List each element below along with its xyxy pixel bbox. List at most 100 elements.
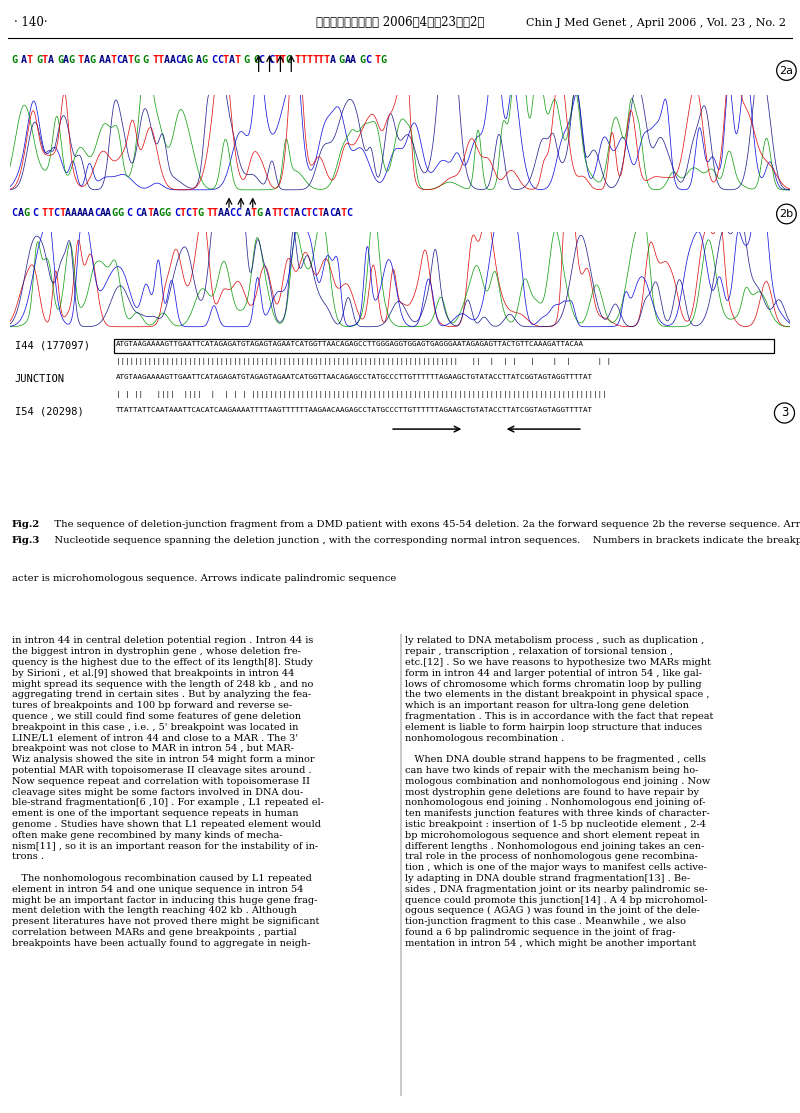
- Text: correlation between MARs and gene breakpoints , partial: correlation between MARs and gene breakp…: [11, 928, 296, 937]
- Text: ogous sequence ( AGAG ) was found in the joint of the dele-: ogous sequence ( AGAG ) was found in the…: [405, 906, 700, 916]
- Text: 3: 3: [781, 406, 788, 420]
- Text: quence could promote this junction[14] . A 4 bp microhomol-: quence could promote this junction[14] .…: [405, 896, 707, 905]
- Text: tion-junction fragment to this case . Meanwhile , we also: tion-junction fragment to this case . Me…: [405, 917, 686, 926]
- Text: C: C: [311, 208, 318, 218]
- Text: T: T: [152, 55, 158, 65]
- Text: ly adapting in DNA double strand fragmentation[13] . Be-: ly adapting in DNA double strand fragmen…: [405, 874, 690, 883]
- Text: C: C: [33, 208, 38, 218]
- Text: nism[11] , so it is an important reason for the instability of in-: nism[11] , so it is an important reason …: [11, 841, 318, 850]
- Text: T: T: [222, 55, 229, 65]
- Text: which is an important reason for ultra-long gene deletion: which is an important reason for ultra-l…: [405, 701, 689, 710]
- Text: tion , which is one of the major ways to manifest cells active-: tion , which is one of the major ways to…: [405, 864, 707, 873]
- Text: ly related to DNA metabolism process , such as duplication ,: ly related to DNA metabolism process , s…: [405, 637, 704, 646]
- Text: T: T: [158, 55, 164, 65]
- Text: T: T: [318, 208, 323, 218]
- Text: bp microhomologous sequence and short element repeat in: bp microhomologous sequence and short el…: [405, 830, 699, 840]
- Text: A: A: [170, 55, 175, 65]
- Text: G: G: [186, 55, 193, 65]
- Text: G: G: [11, 55, 18, 65]
- Text: A: A: [350, 55, 356, 65]
- Text: T: T: [294, 55, 301, 65]
- Text: A: A: [330, 55, 335, 65]
- Text: in intron 44 in central deletion potential region . Intron 44 is: in intron 44 in central deletion potenti…: [11, 637, 313, 646]
- Text: A: A: [323, 208, 329, 218]
- Text: C: C: [300, 208, 306, 218]
- Text: the two elements in the distant breakpoint in physical space ,: the two elements in the distant breakpoi…: [405, 690, 710, 699]
- Text: T: T: [212, 208, 218, 218]
- Text: A: A: [218, 208, 224, 218]
- Text: G: G: [338, 55, 345, 65]
- Text: ble-strand fragmentation[6 ,10] . For example , L1 repeated el-: ble-strand fragmentation[6 ,10] . For ex…: [11, 798, 323, 807]
- Text: Fig.3: Fig.3: [11, 535, 40, 544]
- Text: G: G: [243, 55, 250, 65]
- Text: A: A: [47, 55, 54, 65]
- Text: When DNA double strand happens to be fragmented , cells: When DNA double strand happens to be fra…: [405, 756, 706, 765]
- Text: T: T: [147, 208, 153, 218]
- Text: C: C: [126, 208, 132, 218]
- Text: T: T: [47, 208, 54, 218]
- Text: A: A: [245, 208, 250, 218]
- Text: C: C: [329, 208, 335, 218]
- Text: G: G: [23, 208, 29, 218]
- Text: breakpoint was not close to MAR in intron 54 , but MAR-: breakpoint was not close to MAR in intro…: [11, 745, 294, 754]
- Text: T: T: [127, 55, 134, 65]
- Text: element is liable to form hairpin loop structure that induces: element is liable to form hairpin loop s…: [405, 722, 702, 731]
- Text: ement is one of the important sequence repeats in human: ement is one of the important sequence r…: [11, 809, 298, 818]
- Text: sides , DNA fragmentation joint or its nearby palindromic se-: sides , DNA fragmentation joint or its n…: [405, 885, 708, 894]
- Text: T: T: [277, 208, 283, 218]
- Text: by Sirioni , et al.[9] showed that breakpoints in intron 44: by Sirioni , et al.[9] showed that break…: [11, 669, 294, 678]
- Text: T: T: [279, 55, 286, 65]
- Text: breakpoint in this case , i.e. , 5' breakpoint was located in: breakpoint in this case , i.e. , 5' brea…: [11, 722, 298, 731]
- Text: LINE/L1 element of intron 44 and close to a MAR . The 3': LINE/L1 element of intron 44 and close t…: [11, 733, 298, 742]
- Text: A: A: [229, 55, 234, 65]
- Text: T: T: [374, 55, 381, 65]
- Text: ||||||||||||||||||||||||||||||||||||||||||||||||||||||||||||||||||||||||||||   |: ||||||||||||||||||||||||||||||||||||||||…: [116, 357, 611, 365]
- Text: tral role in the process of nonhomologous gene recombina-: tral role in the process of nonhomologou…: [405, 853, 698, 861]
- Text: T: T: [306, 208, 312, 218]
- Text: T: T: [78, 55, 84, 65]
- Text: C: C: [186, 208, 191, 218]
- Text: C: C: [11, 208, 18, 218]
- Text: The sequence of deletion-junction fragment from a DMD patient with exons 45-54 d: The sequence of deletion-junction fragme…: [45, 520, 800, 529]
- Text: A: A: [345, 55, 350, 65]
- Text: might be an important factor in inducing this huge gene frag-: might be an important factor in inducing…: [11, 896, 317, 905]
- Text: T: T: [271, 208, 277, 218]
- Text: T: T: [250, 208, 256, 218]
- Text: T: T: [42, 55, 48, 65]
- Text: tures of breakpoints and 100 bp forward and reverse se-: tures of breakpoints and 100 bp forward …: [11, 701, 292, 710]
- Text: G: G: [256, 208, 262, 218]
- Text: A: A: [334, 208, 341, 218]
- Text: C: C: [135, 208, 142, 218]
- Text: genome . Studies have shown that L1 repeated element would: genome . Studies have shown that L1 repe…: [11, 820, 321, 829]
- Text: ATGTAAGAAAAGTTGAATTCATAGAGATGTAGAGTAGAATCATGGTTAACAGAGCCTTGGGAGGTGGAGTGAGGGAATAG: ATGTAAGAAAAGTTGAATTCATAGAGATGTAGAGTAGAAT…: [116, 341, 584, 346]
- Text: quence , we still could find some features of gene deletion: quence , we still could find some featur…: [11, 712, 301, 721]
- Text: Chin J Med Genet , April 2006 , Vol. 23 , No. 2: Chin J Med Genet , April 2006 , Vol. 23 …: [526, 18, 786, 28]
- Text: present literatures have not proved there might be significant: present literatures have not proved ther…: [11, 917, 319, 926]
- Text: T: T: [179, 208, 186, 218]
- Text: the biggest intron in dystrophin gene , whose deletion fre-: the biggest intron in dystrophin gene , …: [11, 647, 301, 657]
- Text: T: T: [59, 208, 65, 218]
- Text: 2a: 2a: [779, 66, 794, 76]
- Text: A: A: [70, 208, 77, 218]
- Text: G: G: [36, 55, 42, 65]
- Text: G: G: [111, 208, 117, 218]
- Text: G: G: [69, 55, 74, 65]
- Text: G: G: [381, 55, 386, 65]
- Text: potential MAR with topoisomerase II cleavage sites around .: potential MAR with topoisomerase II clea…: [11, 766, 311, 775]
- Text: lows of chromosome which forms chromatin loop by pulling: lows of chromosome which forms chromatin…: [405, 680, 702, 689]
- Text: breakpoints have been actually found to aggregate in neigh-: breakpoints have been actually found to …: [11, 938, 310, 948]
- Text: C: C: [282, 208, 289, 218]
- Text: 2b: 2b: [779, 209, 794, 219]
- Text: C: C: [211, 55, 217, 65]
- Text: Now sequence repeat and correlation with topoisomerase II: Now sequence repeat and correlation with…: [11, 777, 310, 786]
- Text: A: A: [163, 55, 170, 65]
- Text: fragmentation . This is in accordance with the fact that repeat: fragmentation . This is in accordance wi…: [405, 712, 714, 721]
- Text: different lengths . Nonhomologous end joining takes an cen-: different lengths . Nonhomologous end jo…: [405, 841, 704, 850]
- Text: ment deletion with the length reaching 402 kb . Although: ment deletion with the length reaching 4…: [11, 906, 296, 915]
- Text: I44 (177097): I44 (177097): [14, 341, 90, 351]
- Text: G: G: [117, 208, 123, 218]
- Text: A: A: [21, 55, 27, 65]
- Text: ten manifests junction features with three kinds of character-: ten manifests junction features with thr…: [405, 809, 710, 818]
- Text: element in intron 54 and one unique sequence in intron 54: element in intron 54 and one unique sequ…: [11, 885, 303, 894]
- Text: T: T: [26, 55, 33, 65]
